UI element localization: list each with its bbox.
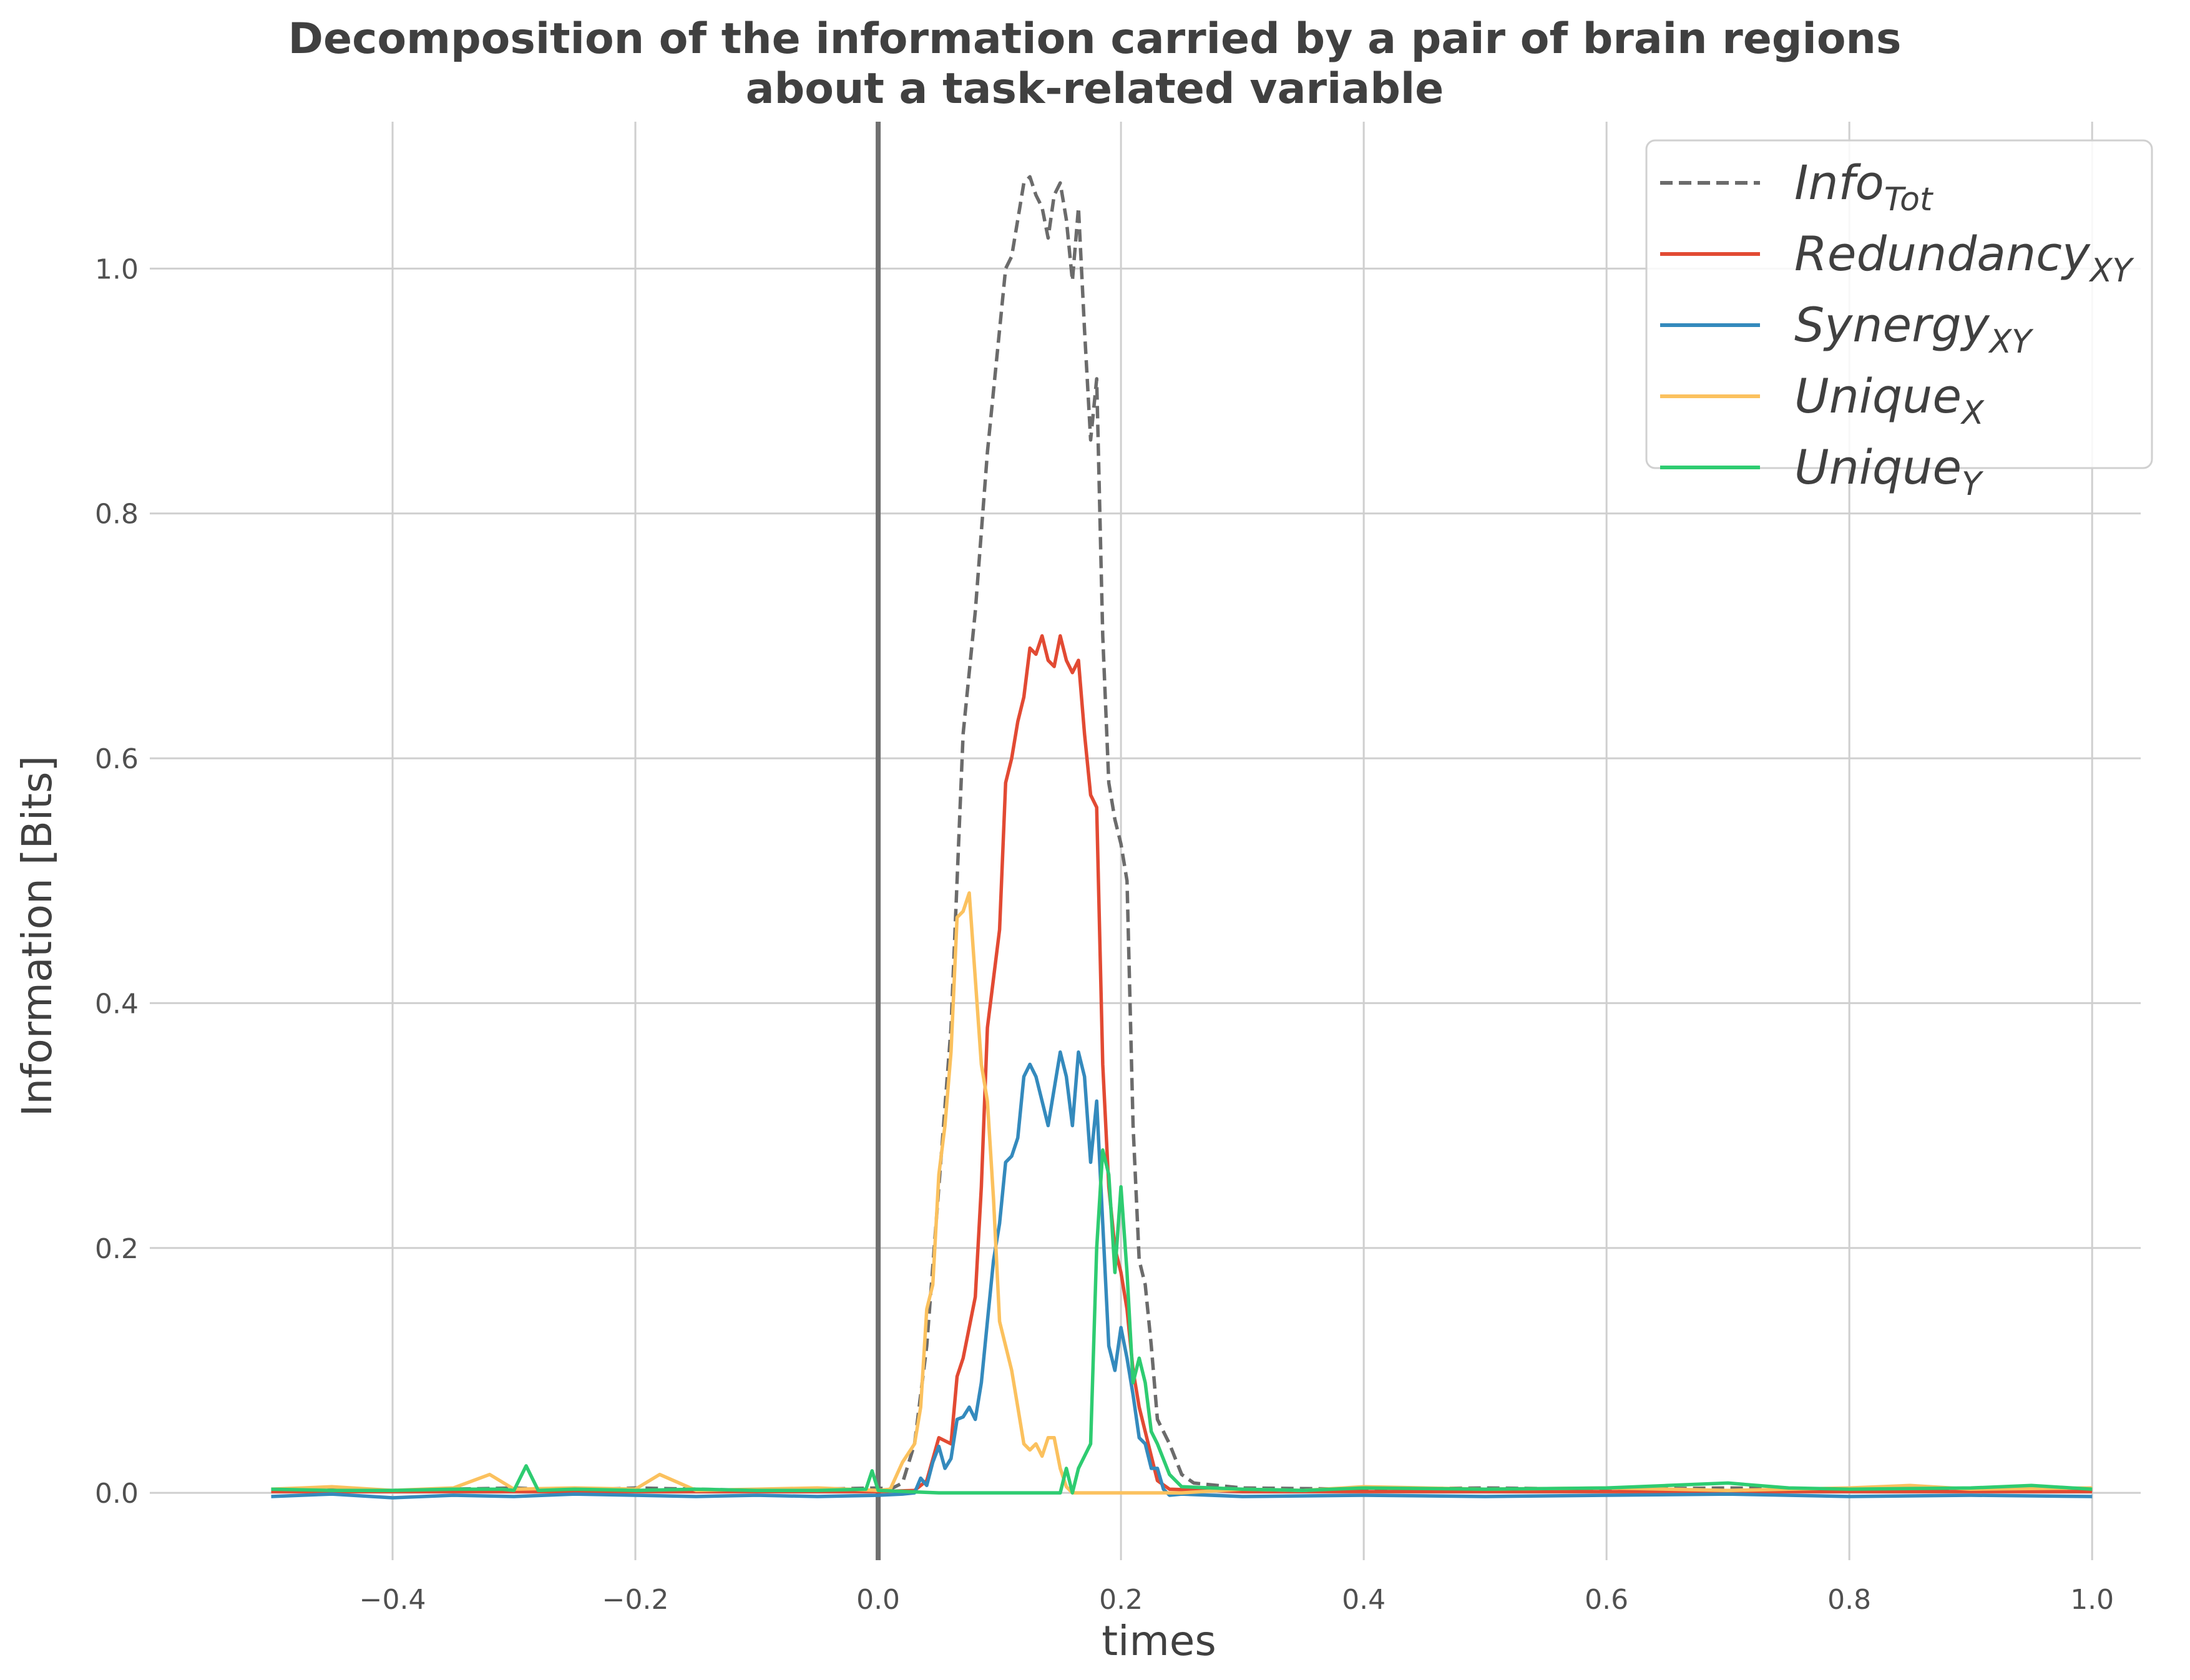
x-tick-label: 0.8 — [1827, 1584, 1871, 1616]
legend-label: InfoTot — [1794, 155, 1933, 218]
x-tick-label: −0.4 — [359, 1584, 426, 1616]
legend-label: SynergyXY — [1794, 297, 2034, 361]
chart-title-line-2: about a task-related variable — [746, 64, 1444, 114]
legend-label-main: Redundancy — [1794, 226, 2091, 281]
legend-label: UniqueX — [1794, 368, 1985, 432]
series-line-unique-y — [271, 1148, 2093, 1495]
series-line-unique-x — [271, 891, 2093, 1495]
series-lines — [271, 175, 2093, 1500]
x-tick-label: 1.0 — [2070, 1584, 2114, 1616]
legend-label-subscript: Tot — [1884, 181, 1933, 218]
x-tick-label: 0.2 — [1099, 1584, 1143, 1616]
legend-label-subscript: XY — [2088, 252, 2135, 290]
y-tick-label: 1.0 — [95, 253, 139, 285]
x-tick-label: −0.2 — [602, 1584, 669, 1616]
y-tick-label: 0.2 — [95, 1233, 139, 1265]
legend-label-subscript: X — [1960, 394, 1985, 432]
series-line-redundancy-xy — [271, 634, 2093, 1493]
x-tick-label: 0.4 — [1342, 1584, 1386, 1616]
legend-label-subscript: XY — [1988, 323, 2035, 361]
y-tick-label: 0.4 — [95, 988, 139, 1020]
legend-label-main: Unique — [1794, 368, 1962, 424]
y-tick-label: 0.6 — [95, 743, 139, 775]
x-axis-label: times — [1102, 1617, 1216, 1665]
legend-label-subscript: Y — [1962, 466, 1984, 503]
axis-ticks: −0.4 −0.2 0.0 0.2 0.4 0.6 0.8 1.0 0.0 0.2 0.4 0.6 0.… — [95, 253, 2114, 1616]
x-tick-label: 0.0 — [856, 1584, 900, 1616]
series-line-synergy-xy — [271, 1050, 2093, 1500]
legend-label: RedundancyXY — [1794, 226, 2135, 290]
legend-label-main: Synergy — [1794, 297, 1990, 353]
y-tick-label: 0.8 — [95, 499, 139, 530]
legend-label: UniqueY — [1794, 439, 1984, 503]
legend: InfoTotRedundancyXYSynergyXYUniqueXUniqu… — [1645, 139, 2153, 503]
y-axis-label: Information [Bits] — [13, 756, 61, 1116]
legend-box — [1645, 139, 2153, 469]
x-tick-label: 0.6 — [1585, 1584, 1628, 1616]
y-tick-label: 0.0 — [95, 1478, 139, 1510]
chart-title-line-1: Decomposition of the information carried… — [288, 14, 1902, 64]
legend-label-main: Info — [1794, 155, 1884, 210]
legend-label-main: Unique — [1794, 439, 1962, 495]
